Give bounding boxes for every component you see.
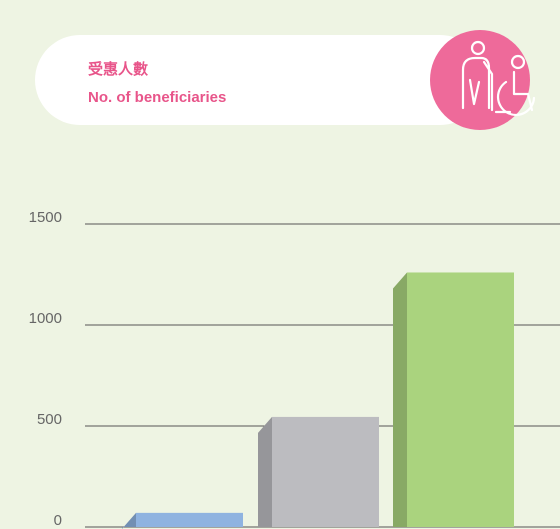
icon-circle — [430, 30, 530, 130]
y-tick-label: 1500 — [29, 209, 62, 226]
chart-subtitle: No. of beneficiaries — [88, 89, 226, 106]
bar — [272, 416, 379, 527]
bar — [407, 272, 514, 527]
beneficiary-icon — [461, 40, 536, 117]
y-tick-label: 0 — [54, 512, 62, 529]
bar — [136, 512, 243, 527]
bar-side — [122, 512, 136, 529]
title-pill — [35, 35, 485, 125]
bar-side — [258, 416, 272, 527]
bar-side — [393, 272, 407, 527]
y-tick-label: 500 — [37, 411, 62, 428]
chart-title: 受惠人數 — [88, 60, 148, 78]
y-tick-label: 1000 — [29, 310, 62, 327]
